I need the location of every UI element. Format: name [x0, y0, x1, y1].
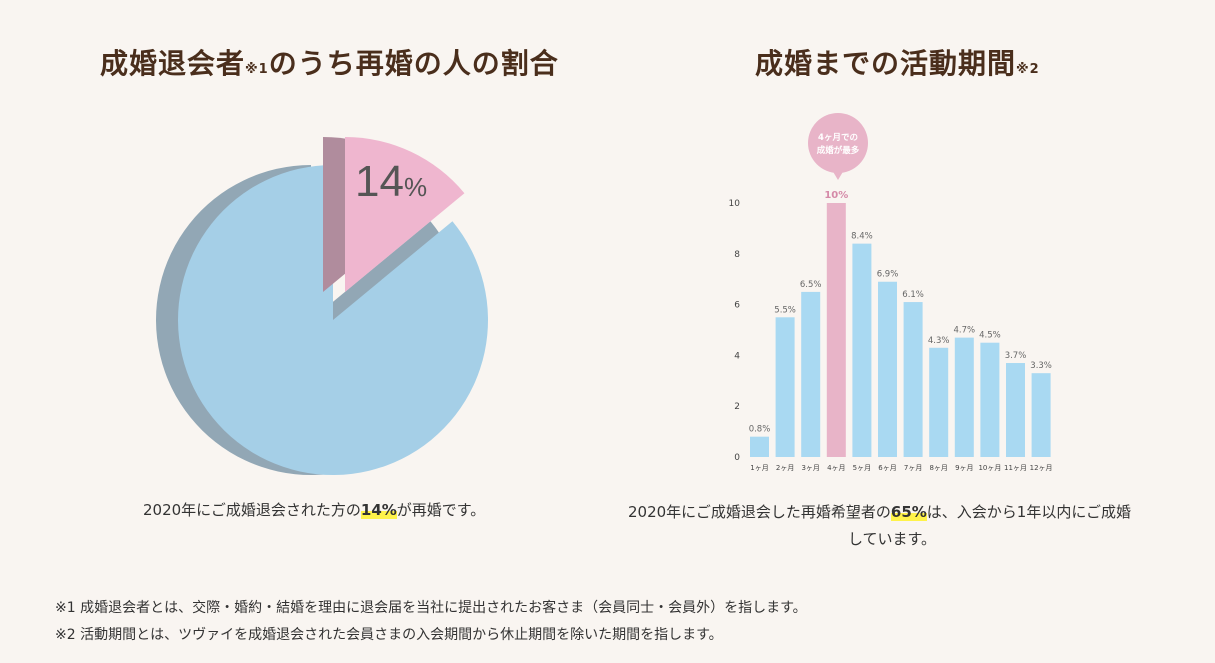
bar-value-label: 6.9% — [877, 270, 899, 280]
y-tick-label: 8 — [734, 250, 740, 260]
pie-caption-highlight: 14% — [360, 501, 397, 519]
x-tick-label: 4ヶ月 — [827, 464, 845, 472]
x-tick-label: 7ヶ月 — [904, 464, 922, 472]
bar-value-label: 10% — [824, 190, 848, 201]
callout-pointer — [832, 170, 844, 180]
bar-caption-highlight: 65% — [890, 503, 927, 521]
bar-9 — [954, 337, 974, 457]
x-tick-label: 5ヶ月 — [853, 464, 871, 472]
x-tick-label: 10ヶ月 — [978, 464, 1001, 472]
pie-caption-post: が再婚です。 — [396, 501, 486, 519]
y-tick-label: 6 — [734, 301, 740, 311]
bar-value-label: 4.3% — [928, 336, 950, 346]
pie-percent-unit: % — [404, 172, 427, 202]
callout-circle — [808, 113, 868, 173]
bar-2 — [775, 317, 795, 457]
x-tick-label: 1ヶ月 — [750, 464, 768, 472]
bar-3 — [801, 291, 821, 457]
bar-value-label: 6.5% — [800, 280, 822, 290]
x-tick-label: 6ヶ月 — [878, 464, 896, 472]
bar-caption: 2020年にご成婚退会した再婚希望者の65%は、入会から1年以内にご成婚 してい… — [628, 499, 1168, 553]
bar-chart: 0 2 4 6 8 10 0.8% 1ヶ月 5.5% 2ヶ月 6.5% 3ヶ月 10% 4ヶ月 8.4% 5ヶ… — [729, 113, 1053, 472]
x-tick-label: 3ヶ月 — [801, 464, 819, 472]
x-tick-label: 12ヶ月 — [1030, 464, 1053, 472]
footnote-2: ※2 活動期間とは、ツヴァイを成婚退会された会員さまの入会期間から休止期間を除い… — [55, 627, 723, 643]
bar-title-note: ※2 — [1016, 62, 1040, 77]
pie-chart: 14% — [156, 137, 489, 475]
y-tick-label: 0 — [734, 453, 740, 463]
callout-bubble: 4ヶ月での 成婚が最多 — [808, 113, 868, 180]
bar-8 — [929, 347, 949, 457]
bar-value-label: 5.5% — [774, 305, 796, 315]
y-tick-label: 4 — [734, 351, 740, 361]
y-tick-label: 2 — [734, 402, 740, 412]
bar-chart-marks: 0 2 4 6 8 10 0.8% 1ヶ月 5.5% 2ヶ月 6.5% 3ヶ月 10% 4ヶ月 8.4% 5ヶ… — [729, 190, 1053, 472]
bar-value-label: 8.4% — [851, 232, 873, 242]
x-tick-label: 9ヶ月 — [955, 464, 973, 472]
pie-chart-marks — [156, 137, 489, 475]
footnote-1: ※1 成婚退会者とは、交際・婚約・結婚を理由に退会届を当社に提出されたお客さま（… — [55, 600, 807, 616]
bar-caption-line2: しています。 — [848, 530, 937, 548]
bar-4 — [826, 203, 846, 457]
bar-value-label: 3.3% — [1030, 361, 1052, 371]
y-tick-label: 10 — [729, 199, 741, 209]
bar-1 — [750, 436, 769, 457]
bar-12 — [1031, 373, 1051, 457]
pie-percent-number: 14 — [355, 157, 404, 206]
bar-value-label: 3.7% — [1005, 351, 1027, 361]
x-tick-label: 8ヶ月 — [929, 464, 947, 472]
callout-line1: 4ヶ月での — [818, 133, 858, 143]
pie-title-rest: のうち再婚の人の割合 — [268, 47, 559, 80]
pie-percent-label: 14% — [355, 157, 427, 206]
bar-caption-post: は、入会から1年以内にご成婚 — [926, 503, 1132, 521]
x-tick-label: 11ヶ月 — [1004, 464, 1027, 472]
x-tick-label: 2ヶ月 — [776, 464, 794, 472]
pie-title-main: 成婚退会者 — [100, 47, 246, 80]
pie-slice-other — [178, 165, 489, 475]
bar-5 — [852, 243, 872, 457]
pie-caption: 2020年にご成婚退会された方の14%が再婚です。 — [143, 499, 485, 520]
bar-10 — [980, 342, 1000, 457]
pie-caption-pre: 2020年にご成婚退会された方の — [143, 501, 361, 519]
bar-caption-pre: 2020年にご成婚退会した再婚希望者の — [628, 503, 891, 521]
bar-6 — [878, 281, 897, 457]
bar-value-label: 4.7% — [953, 326, 975, 336]
bar-value-label: 6.1% — [902, 290, 924, 300]
callout-line2: 成婚が最多 — [817, 145, 860, 156]
bar-value-label: 0.8% — [749, 425, 771, 435]
bar-11 — [1006, 363, 1025, 457]
bar-value-label: 4.5% — [979, 331, 1001, 341]
pie-title-note: ※1 — [245, 62, 269, 77]
bar-title-main: 成婚までの活動期間 — [755, 47, 1017, 80]
bar-chart-title: 成婚までの活動期間※2 — [755, 42, 1040, 82]
bar-7 — [903, 302, 923, 457]
pie-chart-title: 成婚退会者※1のうち再婚の人の割合 — [100, 42, 559, 82]
pie-slice-remarriage — [345, 137, 465, 292]
